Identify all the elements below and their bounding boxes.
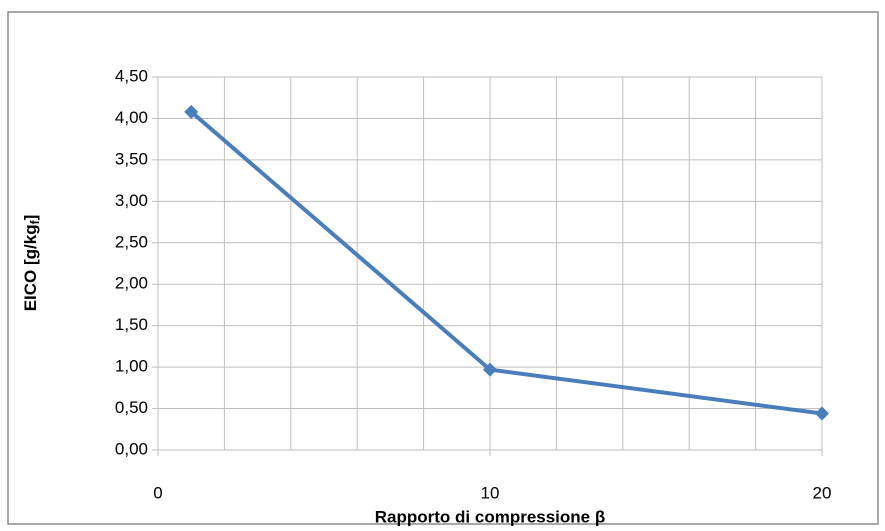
data-point [184, 104, 199, 119]
y-tick-label: 4,00 [115, 108, 148, 127]
x-tick-label: 0 [153, 483, 162, 502]
y-axis-label: EICO [g/kgf] [21, 215, 42, 312]
y-tick-label: 1,50 [115, 315, 148, 334]
y-tick-label: 4,50 [115, 66, 148, 85]
y-label-main: EICO [g/kg [21, 224, 40, 311]
y-tick-label: 2,00 [115, 274, 148, 293]
y-tick-label: 1,00 [115, 357, 148, 376]
y-tick-label: 3,50 [115, 149, 148, 168]
y-label-sub: f [28, 219, 42, 224]
y-tick-label: 0,50 [115, 398, 148, 417]
data-point [483, 362, 497, 377]
data-point [815, 406, 829, 421]
y-tick-label: 2,50 [115, 232, 148, 251]
x-tick-label: 20 [813, 483, 832, 502]
y-tick-label: 0,00 [115, 439, 148, 458]
y-label-end: ] [21, 215, 40, 221]
y-tick-label: 3,00 [115, 191, 148, 210]
x-tick-label: 10 [481, 483, 500, 502]
x-axis-label: Rapporto di compressione β [375, 507, 605, 526]
chart-frame [7, 11, 879, 525]
